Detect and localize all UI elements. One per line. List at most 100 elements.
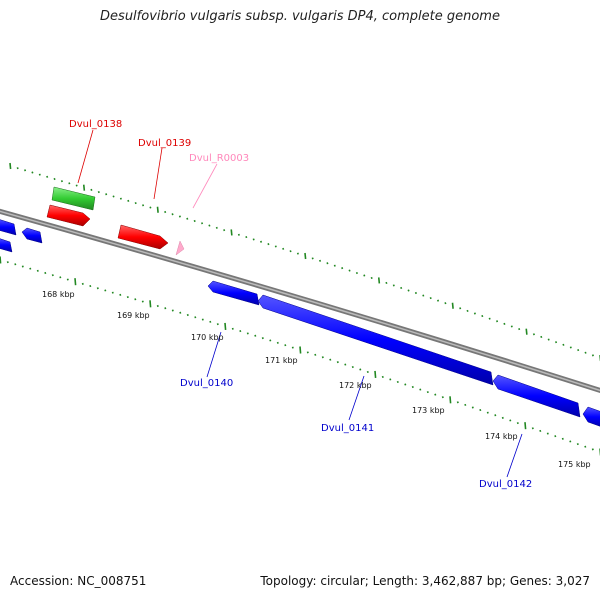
inner-ring-minor-tick — [516, 422, 519, 425]
inner-ring-minor-tick — [539, 429, 542, 433]
gene-arrow-dvul-0141[interactable] — [257, 294, 494, 386]
outer-ring-minor-tick — [547, 338, 550, 341]
inner-ring-major-tick — [224, 322, 227, 331]
inner-ring-minor-tick — [441, 396, 444, 399]
gene-label-dvul-0142[interactable]: Dvul_0142 — [479, 479, 532, 490]
inner-ring-minor-tick — [111, 291, 114, 294]
outer-ring-minor-tick — [363, 274, 366, 277]
inner-ring-minor-tick — [456, 401, 459, 404]
gene-arrow-dvul-0138[interactable] — [46, 204, 91, 227]
inner-ring-minor-tick — [336, 361, 339, 364]
outer-ring-minor-tick — [326, 262, 329, 265]
outer-ring-minor-tick — [90, 188, 93, 191]
gene-arrow-dvul-0140[interactable] — [207, 280, 260, 306]
inner-ring-minor-tick — [464, 403, 467, 406]
forward-features — [46, 186, 185, 256]
outer-ring-major-tick — [9, 162, 12, 170]
outer-ring-minor-tick — [16, 167, 19, 170]
outer-ring-minor-tick — [223, 229, 226, 232]
inner-ring-minor-tick — [344, 363, 347, 366]
outer-ring-minor-tick — [267, 243, 270, 246]
inner-ring-minor-tick — [359, 368, 362, 371]
outer-ring-minor-tick — [142, 204, 145, 207]
gene-arrow-dvul-0142[interactable] — [492, 374, 581, 418]
inner-ring-minor-tick — [471, 406, 474, 409]
tick-label-171: 171 kbp — [265, 356, 298, 365]
outer-ring-minor-tick — [274, 245, 277, 248]
outer-ring-minor-tick — [245, 236, 248, 239]
inner-ring-minor-tick — [201, 318, 204, 321]
inner-ring-major-tick — [449, 396, 452, 404]
outer-ring-major-tick — [304, 252, 307, 260]
inner-ring-minor-tick — [216, 323, 219, 326]
inner-ring-minor-tick — [171, 309, 174, 312]
inner-ring-minor-tick — [209, 320, 212, 323]
outer-ring-minor-tick — [481, 314, 484, 318]
outer-ring-minor-tick — [584, 351, 587, 354]
tick-label-168: 168 kbp — [42, 290, 75, 299]
outer-ring-minor-tick — [466, 309, 469, 312]
gene-label-dvul-0141[interactable]: Dvul_0141 — [321, 423, 374, 434]
leader-dvul-0139 — [153, 147, 163, 200]
inner-ring-minor-tick — [96, 287, 99, 290]
outer-ring-minor-tick — [134, 202, 137, 205]
tick-label-172: 172 kbp — [339, 381, 372, 390]
inner-ring-minor-tick — [554, 435, 557, 438]
outer-dotted-ring — [9, 162, 600, 362]
outer-ring-minor-tick — [31, 171, 34, 174]
outer-ring-minor-tick — [540, 335, 543, 339]
accession-text: Accession: NC_008751 — [10, 574, 147, 588]
inner-ring-minor-tick — [81, 282, 84, 285]
map-title: Desulfovibrio vulgaris subsp. vulgaris D… — [100, 9, 500, 24]
leader-dvul-0141 — [348, 375, 365, 421]
gene-label-dvul-0140[interactable]: Dvul_0140 — [180, 378, 233, 389]
tick-label-170: 170 kbp — [191, 333, 224, 342]
gene-label-dvul-r0003[interactable]: Dvul_R0003 — [189, 153, 249, 164]
outer-ring-minor-tick — [186, 217, 189, 220]
outer-ring-minor-tick — [296, 252, 299, 255]
inner-ring-minor-tick — [21, 265, 24, 268]
leader-dvul-r0003 — [192, 163, 218, 209]
inner-ring-minor-tick — [284, 344, 287, 347]
inner-ring-minor-tick — [246, 332, 249, 335]
tick-label-169: 169 kbp — [117, 311, 150, 320]
gene-arrow-left-edge-2[interactable] — [0, 238, 13, 253]
outer-ring-minor-tick — [60, 180, 63, 183]
outer-ring-minor-tick — [38, 173, 41, 176]
inner-ring-minor-tick — [51, 274, 54, 277]
label-leaders — [77, 129, 523, 478]
genome-backbone-highlight — [0, 210, 600, 392]
gene-arrow-dvul-0139[interactable] — [117, 224, 169, 250]
leader-dvul-0140 — [206, 331, 222, 378]
gene-arrow-dvul-r0003[interactable] — [175, 240, 185, 256]
inner-ring-minor-tick — [584, 445, 587, 448]
outer-ring-minor-tick — [260, 240, 263, 243]
outer-ring-minor-tick — [569, 346, 572, 349]
leader-dvul-0138 — [77, 129, 94, 184]
inner-ring-minor-tick — [306, 351, 309, 354]
inner-ring-minor-tick — [411, 385, 414, 389]
outer-ring-minor-tick — [407, 289, 410, 292]
inner-ring-major-tick — [299, 346, 302, 354]
genome-summary-text: Topology: circular; Length: 3,462,887 bp… — [260, 574, 590, 588]
outer-ring-minor-tick — [348, 269, 351, 272]
outer-ring-minor-tick — [459, 307, 462, 310]
gene-arrow-dvul-0138-rna[interactable] — [51, 186, 96, 211]
inner-ring-minor-tick — [269, 339, 272, 342]
gene-arrow-right-edge[interactable] — [582, 406, 600, 427]
inner-ring-minor-tick — [14, 263, 17, 266]
inner-ring-minor-tick — [591, 448, 594, 451]
outer-ring-minor-tick — [370, 276, 373, 280]
gene-label-dvul-0139[interactable]: Dvul_0139 — [138, 138, 191, 149]
inner-ring-minor-tick — [389, 378, 392, 381]
gene-label-dvul-0138[interactable]: Dvul_0138 — [69, 119, 122, 130]
inner-ring-minor-tick — [59, 276, 62, 279]
outer-ring-minor-tick — [193, 219, 196, 223]
gene-arrow-left-edge-1[interactable] — [0, 219, 17, 236]
outer-ring-major-tick — [451, 302, 454, 309]
gene-arrow-left-edge-3[interactable] — [21, 227, 43, 244]
inner-ring-major-tick — [74, 278, 77, 286]
inner-ring-minor-tick — [291, 346, 294, 349]
outer-ring-minor-tick — [252, 238, 255, 241]
